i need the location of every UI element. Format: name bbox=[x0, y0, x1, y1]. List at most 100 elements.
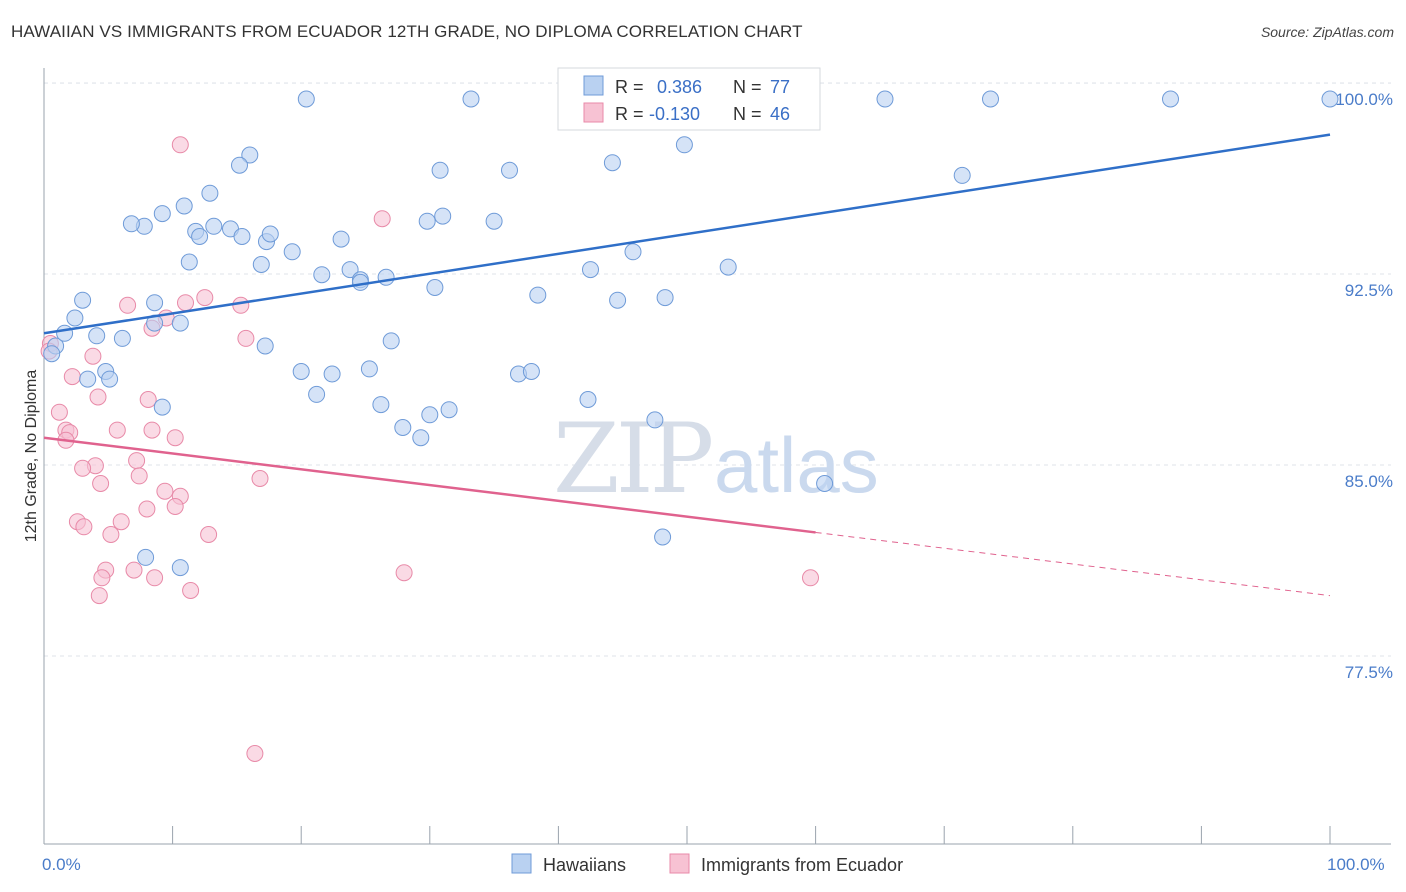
data-point-hawaiian bbox=[171, 559, 189, 577]
data-point-ecuador bbox=[139, 391, 157, 408]
watermark-zip: ZIP bbox=[553, 403, 712, 515]
data-point-hawaiian bbox=[372, 396, 390, 414]
data-point-hawaiian bbox=[646, 411, 664, 429]
data-point-hawaiian bbox=[953, 166, 971, 184]
data-point-hawaiian bbox=[394, 419, 412, 436]
legend-r-value-1: 0.386 bbox=[657, 77, 702, 97]
data-point-hawaiian bbox=[113, 329, 131, 347]
data-point-hawaiian bbox=[579, 391, 597, 408]
data-point-hawaiian bbox=[205, 217, 223, 235]
data-point-ecuador bbox=[130, 467, 148, 485]
bottom-legend-label-ecuador: Immigrants from Ecuador bbox=[701, 855, 903, 875]
data-point-hawaiian bbox=[434, 207, 452, 225]
data-point-hawaiian bbox=[201, 184, 219, 202]
data-point-ecuador bbox=[200, 526, 218, 543]
data-point-ecuador bbox=[84, 347, 102, 365]
data-point-hawaiian bbox=[418, 212, 436, 230]
data-point-hawaiian bbox=[719, 258, 737, 276]
x-tick-label-min: 0.0% bbox=[42, 855, 81, 874]
data-point-hawaiian bbox=[1162, 90, 1179, 108]
data-point-hawaiian bbox=[501, 161, 518, 179]
data-point-hawaiian bbox=[1321, 90, 1339, 108]
watermark-atlas: atlas bbox=[714, 421, 879, 509]
data-point-ecuador bbox=[166, 498, 184, 515]
legend-r-label-1: R = bbox=[615, 77, 644, 97]
series-immigrants-from-ecuador bbox=[40, 136, 819, 762]
legend-r-value-2: -0.130 bbox=[649, 104, 700, 124]
data-point-hawaiian bbox=[74, 291, 92, 309]
data-point-ecuador bbox=[156, 482, 174, 500]
data-point-hawaiian bbox=[153, 398, 171, 416]
data-point-ecuador bbox=[232, 296, 250, 314]
data-point-hawaiian bbox=[654, 528, 672, 546]
data-point-hawaiian bbox=[153, 205, 171, 223]
data-point-ecuador bbox=[395, 564, 413, 582]
data-point-ecuador bbox=[112, 513, 130, 531]
data-point-hawaiian bbox=[231, 156, 248, 174]
y-tick-label: 92.5% bbox=[1345, 281, 1393, 300]
data-point-ecuador bbox=[125, 561, 143, 579]
data-point-hawaiian bbox=[146, 294, 164, 312]
watermark: ZIP atlas bbox=[553, 403, 879, 515]
data-point-ecuador bbox=[108, 421, 126, 439]
legend-n-value-2: 46 bbox=[770, 104, 790, 124]
series-hawaiians bbox=[43, 90, 1339, 577]
data-point-hawaiian bbox=[421, 406, 439, 424]
data-point-ecuador bbox=[138, 500, 156, 518]
legend-r-label-2: R = bbox=[615, 104, 644, 124]
data-point-ecuador bbox=[93, 569, 111, 587]
data-point-hawaiian bbox=[191, 228, 209, 245]
data-point-hawaiian bbox=[609, 291, 627, 309]
data-point-hawaiian bbox=[297, 90, 315, 108]
data-point-hawaiian bbox=[440, 401, 458, 419]
bottom-legend: Hawaiians Immigrants from Ecuador bbox=[511, 853, 903, 875]
data-point-hawaiian bbox=[256, 337, 274, 355]
trend-line-hawaiians bbox=[43, 133, 1331, 335]
data-point-ecuador bbox=[102, 526, 120, 543]
data-point-hawaiian bbox=[382, 332, 400, 350]
data-point-hawaiian bbox=[233, 228, 251, 245]
data-point-hawaiian bbox=[252, 256, 270, 273]
data-point-hawaiian bbox=[360, 360, 378, 378]
data-point-ecuador bbox=[89, 388, 107, 406]
data-point-hawaiian bbox=[332, 230, 350, 248]
data-point-hawaiian bbox=[876, 90, 894, 108]
y-axis-tick-labels: 77.5% 85.0% 92.5% 100.0% bbox=[1335, 90, 1393, 682]
data-point-hawaiian bbox=[341, 261, 359, 279]
data-point-hawaiian bbox=[485, 212, 503, 230]
data-point-ecuador bbox=[50, 403, 68, 421]
trend-lines bbox=[43, 133, 1331, 597]
legend-n-label-2: N = bbox=[733, 104, 762, 124]
data-point-ecuador bbox=[182, 582, 200, 599]
data-point-hawaiian bbox=[603, 154, 621, 172]
data-point-hawaiian bbox=[529, 286, 547, 304]
data-point-hawaiian bbox=[675, 136, 693, 154]
bottom-legend-swatch-ecuador bbox=[669, 853, 690, 874]
data-point-ecuador bbox=[92, 475, 110, 492]
data-point-hawaiian bbox=[431, 161, 449, 179]
trend-line-ecuador-extension bbox=[815, 531, 1331, 597]
data-point-hawaiian bbox=[462, 90, 480, 108]
legend: R = 0.386 N = 77 R = -0.130 N = 46 bbox=[557, 67, 821, 131]
data-point-ecuador bbox=[128, 452, 146, 470]
data-point-hawaiian bbox=[412, 429, 430, 447]
data-point-ecuador bbox=[90, 587, 108, 605]
trend-line-ecuador bbox=[43, 436, 816, 534]
data-point-ecuador bbox=[63, 368, 81, 386]
chart-title: HAWAIIAN VS IMMIGRANTS FROM ECUADOR 12TH… bbox=[11, 22, 803, 41]
data-point-ecuador bbox=[373, 210, 391, 228]
bottom-legend-label-hawaiians: Hawaiians bbox=[543, 855, 626, 875]
legend-n-value-1: 77 bbox=[770, 77, 790, 97]
data-point-hawaiian bbox=[137, 548, 155, 566]
data-point-hawaiian bbox=[79, 370, 97, 388]
data-point-hawaiian bbox=[171, 314, 189, 332]
data-point-hawaiian bbox=[656, 289, 674, 307]
data-point-hawaiian bbox=[261, 225, 279, 243]
data-point-hawaiian bbox=[180, 253, 198, 271]
x-axis-ticks bbox=[43, 826, 1331, 844]
source-credit: Source: ZipAtlas.com bbox=[1260, 24, 1394, 40]
data-point-hawaiian bbox=[292, 363, 310, 380]
data-point-ecuador bbox=[171, 136, 189, 154]
legend-swatch-ecuador bbox=[583, 102, 604, 123]
data-point-hawaiian bbox=[66, 309, 84, 327]
